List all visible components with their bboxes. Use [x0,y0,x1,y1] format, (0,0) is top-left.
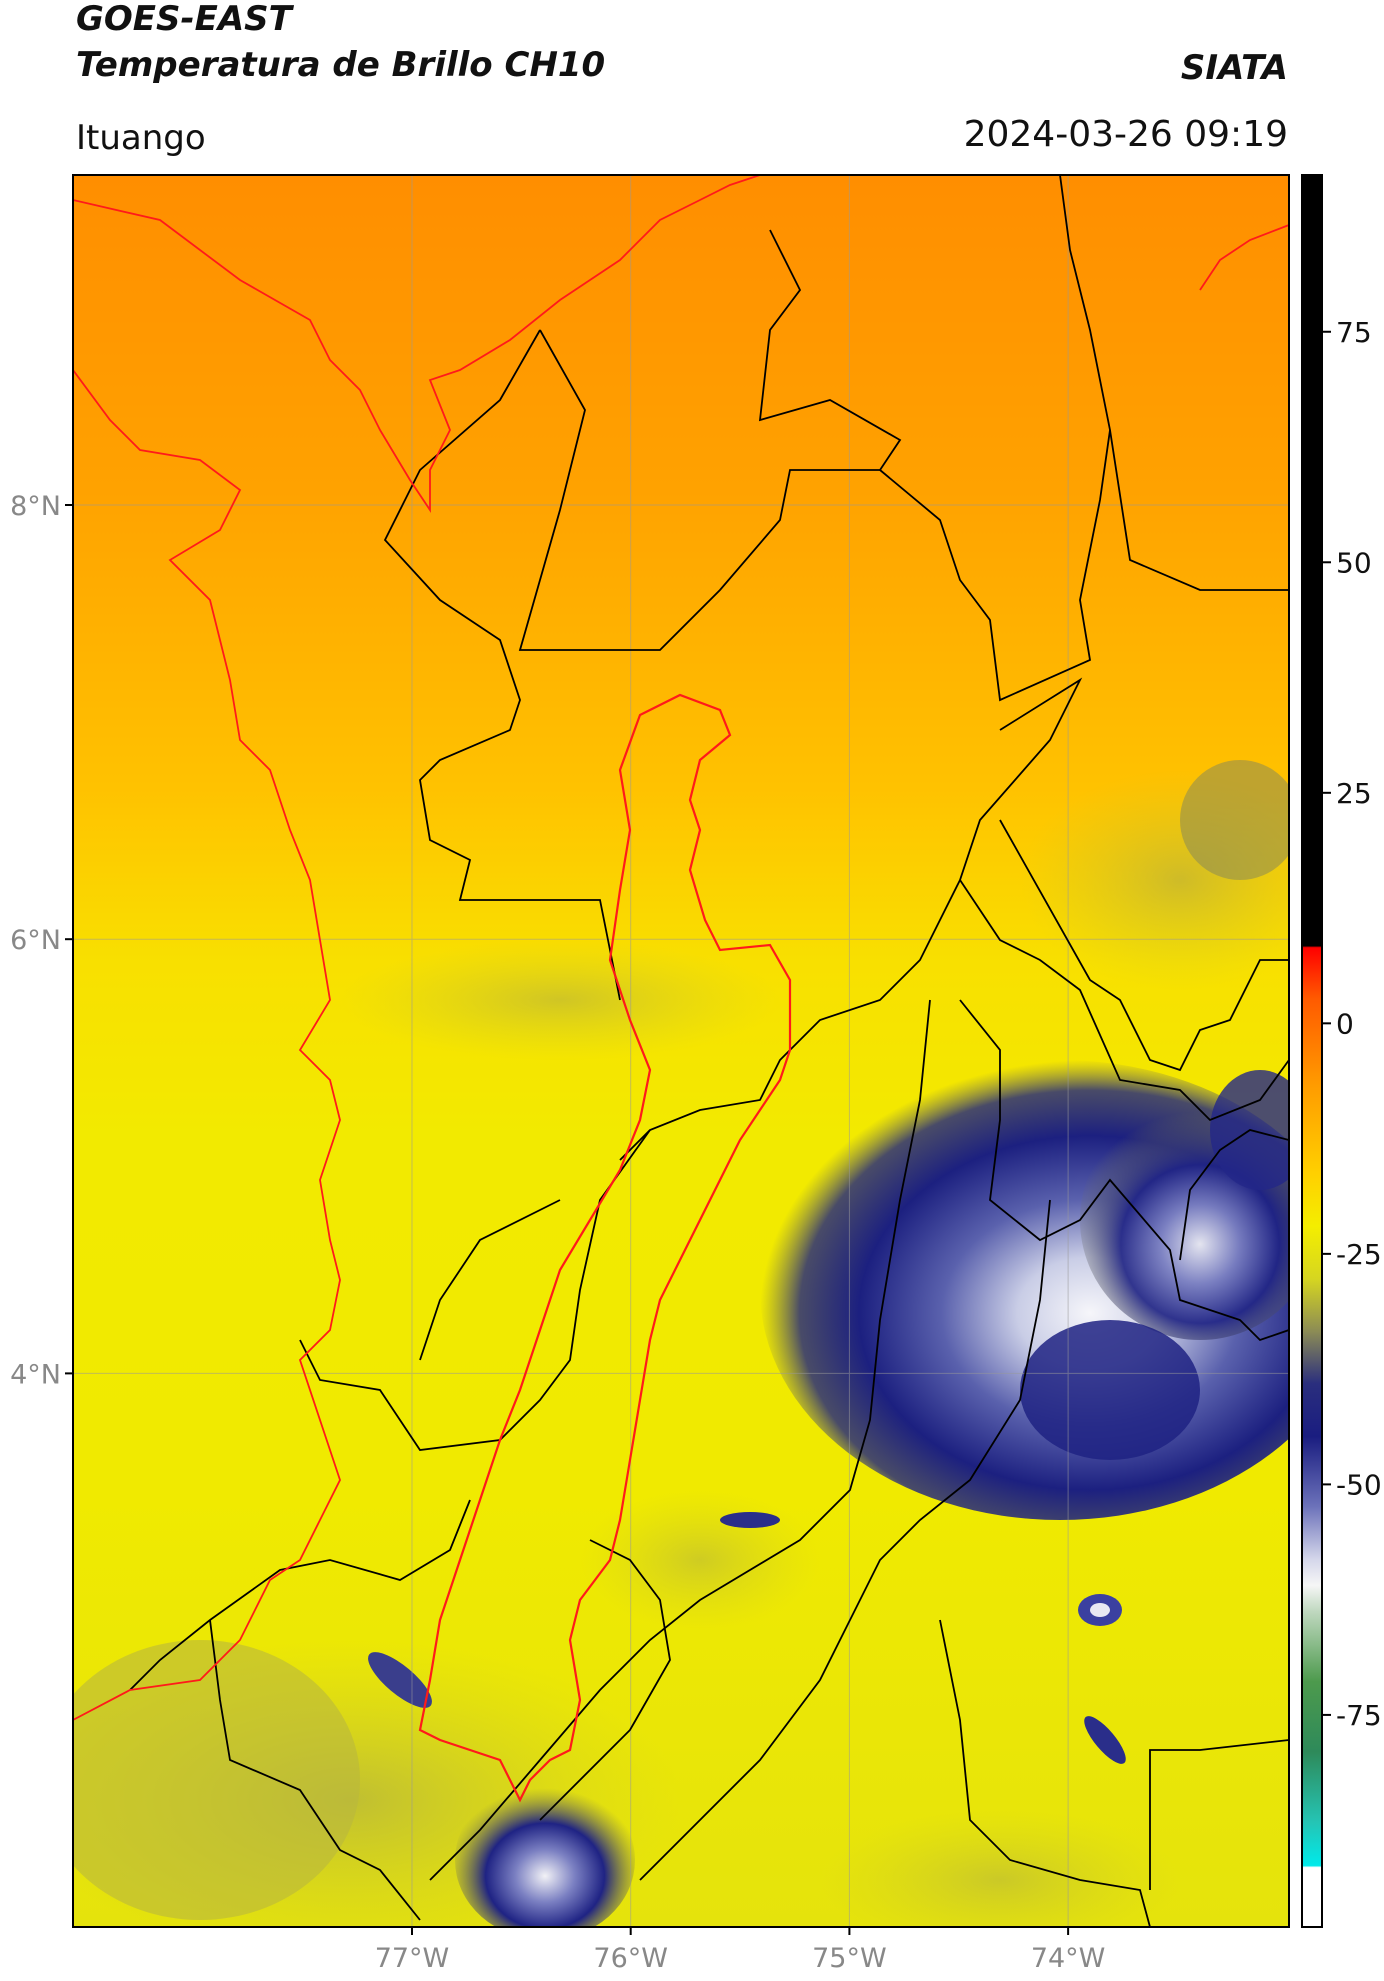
latitude-labels: 8°N 6°N 4°N [10,491,73,1390]
longitude-labels: 77°W 76°W 75°W 74°W [375,1927,1106,1974]
lat-tick-label: 8°N [10,491,61,522]
basin-outline [418,693,792,1803]
lon-tick-label: 75°W [812,1943,887,1974]
colorbar-tick-label: -25 [1336,1238,1382,1271]
satellite-field [73,175,1289,1927]
colorbar-tick-label: -75 [1336,1699,1382,1732]
colorbar-ticks: 75 50 25 0 -25 -50 -75 [1322,316,1382,1732]
lon-tick-label: 77°W [375,1943,450,1974]
admin-boundaries [129,175,1289,1927]
region-label: Ituango [76,118,206,158]
colorbar-tick-label: 75 [1336,316,1372,349]
colorbar-tick-label: 0 [1336,1007,1354,1040]
colorbar-tick-label: 25 [1336,777,1372,810]
colorbar-tick-label: 50 [1336,546,1372,579]
map-frame [72,174,1290,1928]
colorbar [1301,174,1323,1928]
lon-tick-label: 74°W [1031,1943,1106,1974]
lon-tick-label: 76°W [593,1943,668,1974]
title-line-2: Temperatura de Brillo CH10 [76,45,606,85]
lat-tick-label: 6°N [10,925,61,956]
gridlines [73,175,1289,1927]
timestamp-label: 2024-03-26 09:19 [963,114,1288,155]
brand-label: SIATA [1180,48,1288,88]
title-line-1: GOES-EAST [76,0,292,39]
coastline [73,175,1289,1721]
lat-tick-label: 4°N [10,1359,61,1390]
colorbar-tick-label: -50 [1336,1468,1382,1501]
